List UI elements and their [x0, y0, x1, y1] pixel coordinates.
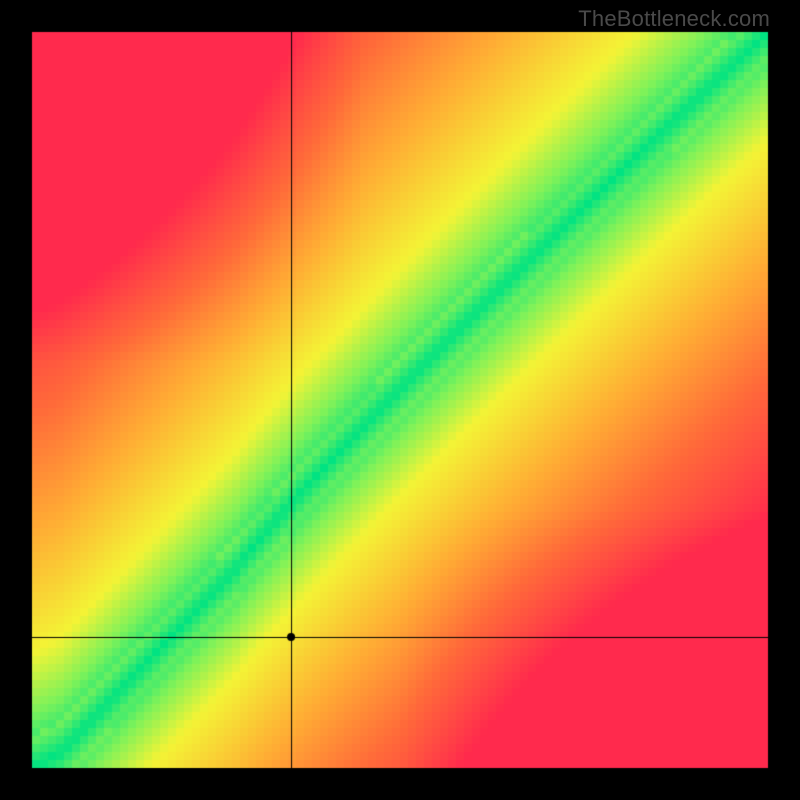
watermark-text: TheBottleneck.com — [578, 6, 770, 32]
chart-container: TheBottleneck.com — [0, 0, 800, 800]
heatmap-canvas — [0, 0, 800, 800]
